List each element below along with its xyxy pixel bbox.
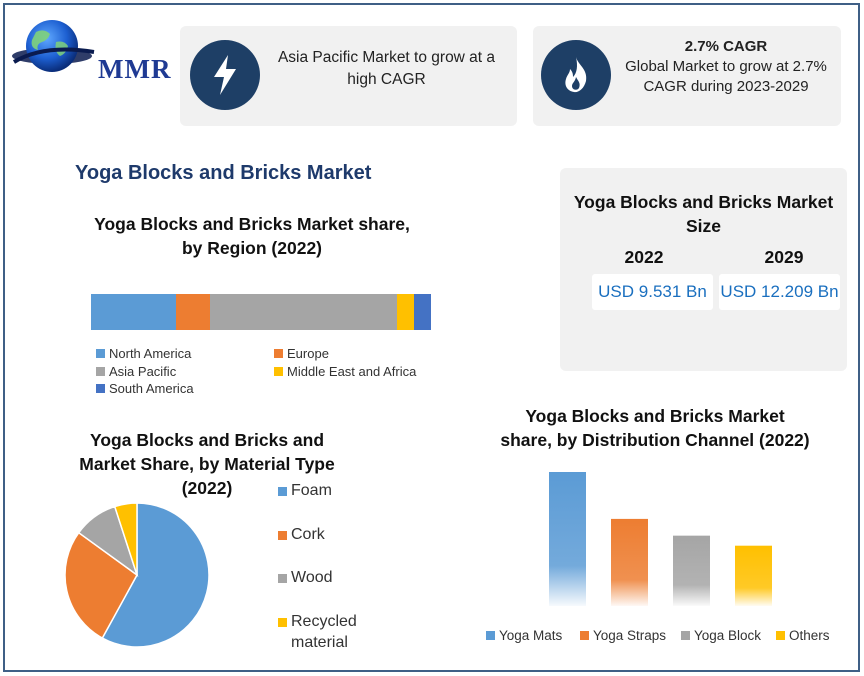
channel-chart-title: Yoga Blocks and Bricks Market share, by … (500, 406, 810, 450)
channel-legend-item: Yoga Mats (486, 628, 562, 643)
pie-slice-foam (101, 502, 210, 648)
channel-bar-chart (549, 472, 772, 606)
material-chart-title: Yoga Blocks and Bricks and Market Share,… (79, 430, 335, 498)
logo-text: MMR (98, 54, 172, 84)
lightning-bolt-icon (190, 40, 260, 110)
region-bar-segment-middle-east-and-africa (397, 294, 414, 330)
infographic-frame (3, 3, 860, 672)
material-legend-label: Wood (291, 569, 333, 586)
legend-swatch (580, 631, 589, 640)
region-legend-label: Asia Pacific (109, 364, 177, 379)
channel-legend-item: Yoga Straps (580, 628, 666, 643)
page-title: Yoga Blocks and Bricks Market (75, 162, 372, 184)
region-legend-item: South America (96, 381, 194, 396)
header-card-cagr: 2.7% CAGR Global Market to grow at 2.7% … (533, 26, 841, 126)
legend-swatch (278, 574, 287, 583)
region-bar-segment-south-america (414, 294, 431, 330)
channel-legend-label: Yoga Straps (593, 628, 667, 643)
region-chart-title: Yoga Blocks and Bricks Market share, by … (94, 214, 410, 258)
cagr-title: 2.7% CAGR (684, 38, 768, 55)
legend-swatch (776, 631, 785, 640)
year-2022: 2022 (624, 247, 664, 267)
region-stacked-bar (91, 294, 431, 330)
market-size-panel: Yoga Blocks and Bricks Market Size 2022 … (560, 168, 847, 371)
region-legend-item: Middle East and Africa (274, 364, 416, 379)
globe-icon (12, 20, 95, 72)
region-bar-segment-asia-pacific (210, 294, 397, 330)
region-legend-item: North America (96, 346, 191, 361)
value-2029: USD 12.209 Bn (719, 274, 840, 310)
legend-swatch (278, 487, 287, 496)
legend-swatch (274, 349, 283, 358)
region-bar-segment-north-america (91, 294, 176, 330)
legend-swatch (278, 618, 287, 627)
value-2022: USD 9.531 Bn (592, 274, 713, 310)
region-bar-segment-europe (176, 294, 210, 330)
market-size-title: Yoga Blocks and Bricks Market Size (573, 192, 834, 236)
header-card-asia-pacific: Asia Pacific Market to grow at a high CA… (180, 26, 517, 126)
pie-slice-cork (64, 531, 138, 640)
region-legend-label: North America (109, 346, 192, 361)
region-legend-item: Asia Pacific (96, 364, 176, 379)
material-legend-label: Foam (291, 482, 332, 499)
mmr-logo: MMR (12, 18, 172, 84)
legend-swatch (278, 531, 287, 540)
legend-swatch (96, 367, 105, 376)
channel-legend-item: Others (776, 628, 830, 643)
card-text: Asia Pacific Market to grow at a high CA… (277, 49, 496, 88)
legend-swatch (274, 367, 283, 376)
material-legend-label: Recycled material (291, 613, 357, 651)
channel-bar-others (735, 545, 772, 606)
channel-bar-yoga-mats (549, 472, 586, 606)
legend-swatch (96, 349, 105, 358)
cagr-text: Global Market to grow at 2.7% CAGR durin… (625, 58, 827, 95)
region-legend-label: Europe (287, 346, 329, 361)
channel-legend-label: Others (789, 628, 830, 643)
channel-bar-yoga-block (673, 535, 710, 606)
pie-slice-recycled-material (113, 502, 138, 576)
channel-legend-item: Yoga Block (681, 628, 761, 643)
material-pie-chart (64, 502, 210, 648)
region-legend-label: South America (109, 381, 194, 396)
channel-legend-label: Yoga Mats (499, 628, 563, 643)
region-legend-item: Europe (274, 346, 329, 361)
year-2029: 2029 (764, 247, 804, 267)
material-legend-label: Cork (291, 526, 325, 543)
channel-legend-label: Yoga Block (694, 628, 762, 643)
legend-swatch (96, 384, 105, 393)
flame-icon (541, 40, 611, 110)
channel-bar-yoga-straps (611, 518, 648, 606)
region-legend-label: Middle East and Africa (287, 364, 417, 379)
legend-swatch (486, 631, 495, 640)
legend-swatch (681, 631, 690, 640)
